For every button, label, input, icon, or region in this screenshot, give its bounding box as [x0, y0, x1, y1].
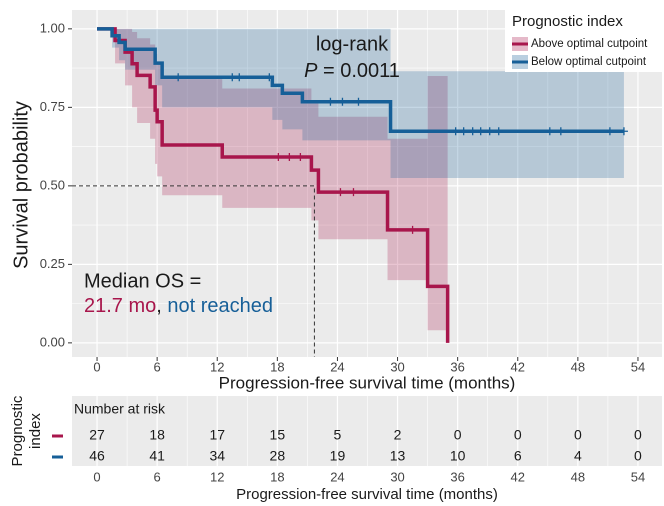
risk-count: 4: [574, 448, 582, 464]
risk-x-tick-label: 48: [571, 469, 585, 484]
risk-x-tick-label: 18: [270, 469, 284, 484]
legend-box: [505, 10, 662, 72]
risk-x-tick-label: 24: [330, 469, 344, 484]
median-separator: ,: [156, 295, 167, 317]
x-tick-label: 6: [154, 359, 161, 374]
y-tick-label: 0.25: [40, 256, 65, 271]
annotation-p: P = 0.0011: [304, 60, 400, 82]
x-tick-label: 0: [93, 359, 100, 374]
confidence-band: [97, 28, 448, 343]
legend-label: Below optimal cutpoint: [531, 56, 647, 68]
x-tick-label: 48: [571, 359, 585, 374]
risk-count: 41: [149, 448, 165, 464]
risk-count: 19: [330, 448, 346, 464]
annotation-test: log-rank: [316, 33, 389, 55]
survival-curve: [97, 27, 624, 133]
x-tick-label: 30: [390, 359, 404, 374]
y-tick-label: 0.00: [40, 334, 65, 349]
censor-mark: [354, 97, 363, 106]
median-values: 21.7 mo, not reached: [84, 295, 273, 317]
x-axis-label: Progression-free survival time (months): [219, 373, 516, 392]
censor-mark: [235, 73, 244, 82]
p-symbol: P: [304, 60, 318, 82]
x-tick-label: 54: [631, 359, 645, 374]
x-tick-label: 12: [210, 359, 224, 374]
risk-count: 5: [334, 427, 342, 443]
risk-count: 0: [454, 427, 462, 443]
y-axis-label: Survival probability: [10, 101, 32, 269]
x-tick-label: 24: [330, 359, 344, 374]
censor-mark: [556, 127, 565, 136]
risk-count: 27: [89, 427, 105, 443]
risk-x-tick-label: 42: [511, 469, 525, 484]
y-tick-label: 1.00: [40, 20, 65, 35]
risk-count: 2: [394, 427, 402, 443]
risk-x-tick-label: 54: [631, 469, 645, 484]
risk-count: 18: [149, 427, 165, 443]
risk-count: 28: [270, 448, 286, 464]
censor-mark: [545, 127, 554, 136]
risk-x-tick-label: 36: [450, 469, 464, 484]
median-value: not reached: [167, 295, 273, 317]
legend-title: Prognostic index: [512, 13, 623, 30]
risk-count: 10: [450, 448, 466, 464]
censor-mark: [349, 188, 358, 197]
median-value: 21.7 mo: [84, 295, 156, 317]
risk-count: 6: [514, 448, 522, 464]
risk-count: 0: [634, 427, 642, 443]
censor-mark: [408, 225, 417, 234]
risk-table-title: Number at risk: [74, 401, 166, 417]
y-tick-label: 0.75: [40, 99, 65, 114]
median-label: Median OS =: [84, 270, 201, 292]
p-value: = 0.0011: [317, 60, 399, 82]
x-tick-label: 36: [450, 359, 464, 374]
censor-mark: [476, 127, 485, 136]
censor-mark: [485, 127, 494, 136]
risk-ylabel: index: [27, 413, 44, 449]
risk-ylabel: Prognostic: [9, 395, 26, 466]
censor-mark: [468, 127, 477, 136]
censor-mark: [451, 127, 460, 136]
risk-count: 34: [209, 448, 225, 464]
risk-count: 0: [574, 427, 582, 443]
censor-mark: [285, 152, 294, 161]
censor-mark: [265, 73, 274, 82]
censor-mark: [274, 152, 283, 161]
risk-x-tick-label: 12: [210, 469, 224, 484]
censor-mark: [174, 73, 183, 82]
risk-count: 0: [634, 448, 642, 464]
median-line: [72, 185, 315, 357]
censor-mark: [228, 73, 237, 82]
risk-table-background: [72, 396, 662, 466]
censor-mark: [605, 127, 614, 136]
risk-count: 15: [270, 427, 286, 443]
censor-mark: [326, 97, 335, 106]
risk-x-tick-label: 30: [390, 469, 404, 484]
y-tick-label: 0.50: [40, 177, 65, 192]
censor-mark: [338, 97, 347, 106]
censor-mark: [619, 127, 628, 136]
x-tick-label: 18: [270, 359, 284, 374]
risk-x-tick-label: 0: [93, 469, 100, 484]
risk-count: 13: [390, 448, 406, 464]
censor-mark: [459, 127, 468, 136]
censor-mark: [336, 188, 345, 197]
legend-label: Above optimal cutpoint: [531, 38, 648, 50]
risk-count: 0: [514, 427, 522, 443]
censor-mark: [494, 127, 503, 136]
risk-count: 46: [89, 448, 105, 464]
risk-count: 17: [209, 427, 225, 443]
survival-curve: [97, 27, 450, 343]
censor-mark: [296, 152, 305, 161]
risk-x-tick-label: 6: [154, 469, 161, 484]
x-tick-label: 42: [511, 359, 525, 374]
risk-xlabel: Progression-free survival time (months): [236, 486, 498, 503]
